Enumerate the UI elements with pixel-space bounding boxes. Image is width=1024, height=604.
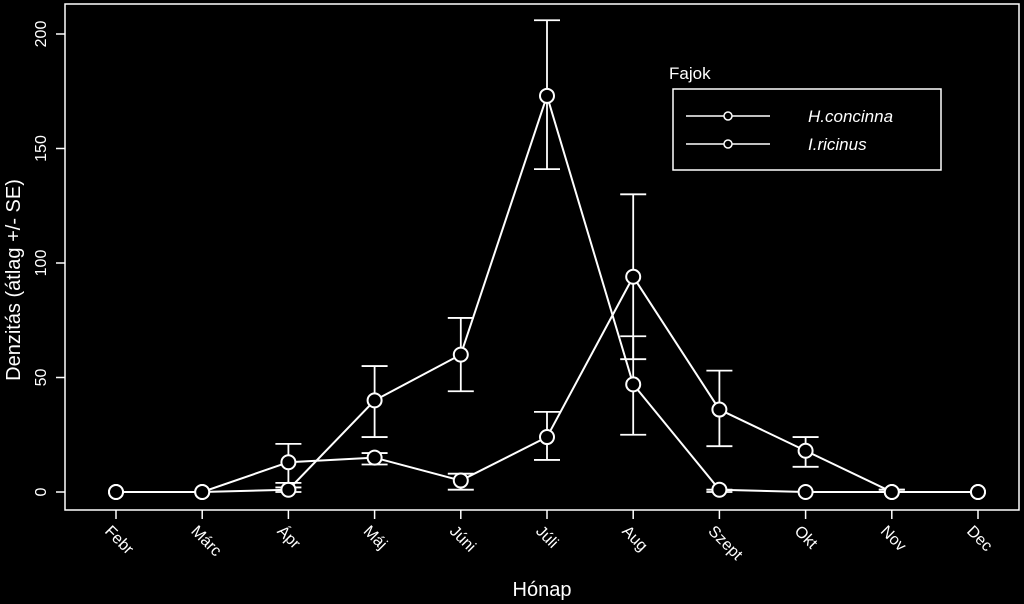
data-point	[797, 484, 814, 500]
x-axis-title: Hónap	[513, 579, 572, 601]
y-tick-label: 200	[33, 21, 50, 48]
legend-label: H.concinna	[808, 107, 893, 126]
legend-marker	[723, 111, 733, 121]
y-tick-label: 100	[33, 250, 50, 277]
x-tick-label: Júni	[446, 523, 479, 556]
x-tick-label: Febr	[101, 523, 137, 559]
data-point	[452, 472, 469, 489]
y-axis-title: Denzitás (átlag +/- SE)	[3, 179, 25, 381]
plot-border	[64, 3, 1020, 511]
x-tick-label: Nov	[877, 523, 909, 555]
data-point	[280, 481, 297, 498]
data-point	[366, 449, 383, 466]
legend-box	[672, 88, 942, 171]
x-tick-label: Szept	[705, 523, 746, 564]
x-tick-label: Márc	[187, 523, 224, 560]
x-tick-label: Máj	[360, 523, 390, 553]
data-point	[625, 376, 642, 393]
y-tick-label: 150	[33, 135, 50, 162]
data-point	[539, 429, 555, 446]
data-point	[711, 401, 728, 418]
data-point	[452, 346, 469, 363]
data-point	[625, 268, 642, 285]
data-point	[797, 442, 814, 459]
data-point	[539, 87, 555, 104]
y-axis: 0 50 100 150 200	[33, 21, 65, 496]
series-layer	[108, 19, 986, 500]
x-tick-label: Ápr	[274, 521, 306, 553]
data-point	[108, 484, 124, 500]
legend-marker	[723, 139, 733, 149]
data-point	[970, 484, 986, 500]
legend-label: I.ricinus	[808, 135, 867, 154]
y-tick-label: 50	[33, 369, 50, 387]
data-point	[194, 484, 211, 500]
x-tick-label: Júli	[532, 523, 561, 552]
data-point	[280, 454, 297, 471]
x-axis: Febr Márc Ápr Máj Júni Júli Aug Szept Okt Nov Dec	[101, 510, 995, 564]
legend: Fajok H.concinna I.ricinus	[669, 64, 942, 171]
series-1	[108, 193, 986, 500]
y-tick-label: 0	[33, 487, 50, 496]
x-tick-label: Okt	[791, 523, 821, 553]
data-point	[366, 392, 383, 409]
x-tick-label: Dec	[963, 523, 995, 555]
x-tick-label: Aug	[618, 523, 650, 555]
data-point	[711, 481, 728, 498]
legend-title: Fajok	[669, 64, 711, 83]
plot-frame	[64, 3, 1020, 511]
data-point	[883, 484, 900, 500]
